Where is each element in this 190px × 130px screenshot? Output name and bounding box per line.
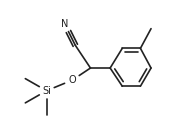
Text: N: N (61, 19, 68, 29)
Text: O: O (68, 75, 76, 85)
Text: Si: Si (42, 86, 51, 96)
